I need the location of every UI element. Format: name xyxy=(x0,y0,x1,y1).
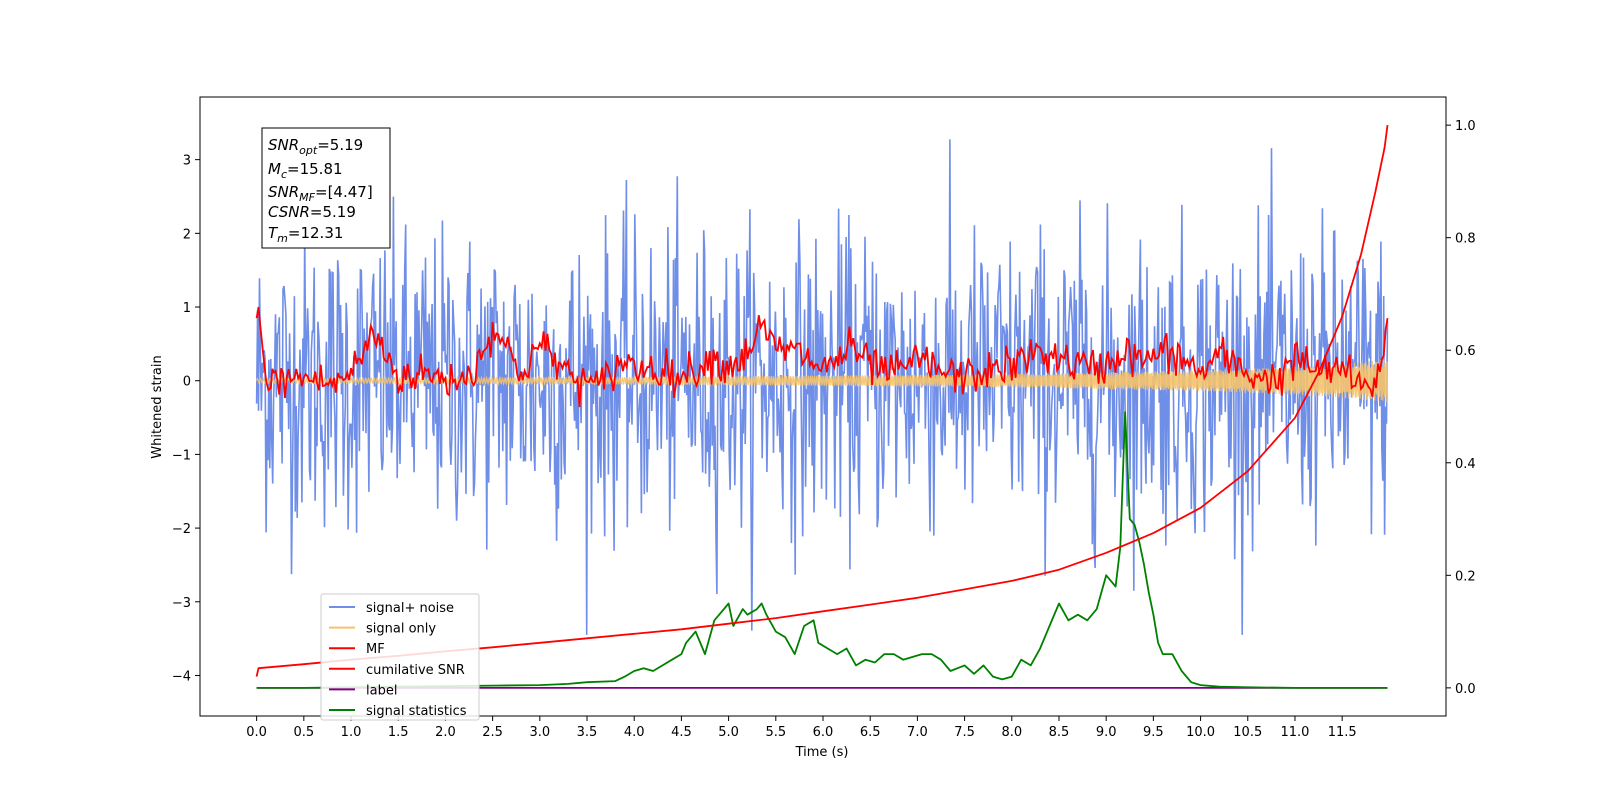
x-tick-label: 7.5 xyxy=(954,725,975,740)
x-tick-label: 0.0 xyxy=(246,725,267,740)
x-tick-label: 6.5 xyxy=(860,725,881,740)
x-tick-label: 10.0 xyxy=(1186,725,1215,740)
y-tick-label: −4 xyxy=(172,669,191,684)
x-tick-label: 10.5 xyxy=(1233,725,1262,740)
x-axis: 0.0 0.5 1.0 1.5 2.0 2.5 3.0 3.5 4.0 4.5 5.0 5.5 6.0 6… xyxy=(246,716,1357,740)
x-tick-label: 5.5 xyxy=(765,725,786,740)
annotation-csnr: CSNR=5.19 xyxy=(268,203,356,221)
annotation-tm: Tm=12.31 xyxy=(268,224,343,245)
legend-label: signal statistics xyxy=(366,704,467,719)
y2-tick-label: 1.0 xyxy=(1455,119,1476,134)
x-tick-label: 9.0 xyxy=(1096,725,1117,740)
x-tick-label: 1.5 xyxy=(388,725,409,740)
x-tick-label: 2.5 xyxy=(482,725,503,740)
x-tick-label: 7.0 xyxy=(907,725,928,740)
x-tick-label: 1.0 xyxy=(341,725,362,740)
x-tick-label: 11.0 xyxy=(1280,725,1309,740)
series-signal-statistics xyxy=(256,411,1388,689)
x-tick-label: 9.5 xyxy=(1143,725,1164,740)
y-tick-label: 1 xyxy=(183,301,191,316)
x-tick-label: 5.0 xyxy=(718,725,739,740)
legend-frame xyxy=(320,593,480,721)
x-tick-label: 8.0 xyxy=(1001,725,1022,740)
x-axis-label: Time (s) xyxy=(795,745,849,760)
legend: signal+ noise signal only MF cumilative SNR… xyxy=(320,593,480,721)
y-tick-label: 0 xyxy=(183,375,191,390)
y-tick-label: 2 xyxy=(183,227,191,242)
x-tick-label: 2.0 xyxy=(435,725,456,740)
annotation-snr-mf: SNRMF=[4.47] xyxy=(268,183,373,204)
x-tick-label: 11.5 xyxy=(1328,725,1357,740)
y2-tick-label: 0.4 xyxy=(1455,457,1476,472)
x-tick-label: 0.5 xyxy=(293,725,314,740)
y2-tick-label: 0.2 xyxy=(1455,569,1476,584)
y-tick-label: −3 xyxy=(172,596,191,611)
y2-tick-label: 0.8 xyxy=(1455,232,1476,247)
y2-tick-label: 0.6 xyxy=(1455,344,1476,359)
annotation-snr-opt: SNRopt=5.19 xyxy=(268,136,363,157)
x-tick-label: 6.0 xyxy=(813,725,834,740)
y-axis-label: Whitened strain xyxy=(150,355,165,458)
x-tick-label: 3.5 xyxy=(577,725,598,740)
legend-label: label xyxy=(366,683,397,698)
y-axis-right: 0.0 0.2 0.4 0.6 0.8 1.0 xyxy=(1446,119,1476,697)
y-tick-label: −2 xyxy=(172,522,191,537)
legend-label: signal only xyxy=(366,622,436,637)
x-tick-label: 4.0 xyxy=(624,725,645,740)
y-tick-label: −1 xyxy=(172,448,191,463)
y2-tick-label: 0.0 xyxy=(1455,682,1476,697)
legend-label: MF xyxy=(366,642,385,657)
series-signal-noise xyxy=(255,139,1389,635)
series-mf xyxy=(255,306,1389,408)
legend-label: cumilative SNR xyxy=(366,663,465,678)
legend-label: signal+ noise xyxy=(366,601,454,616)
annotation-mc: Mc=15.81 xyxy=(268,160,343,181)
annotation-box: SNRopt=5.19 Mc=15.81 SNRMF=[4.47] CSNR=5… xyxy=(261,127,391,249)
y-axis-left: −4 −3 −2 −1 0 1 2 3 xyxy=(172,154,200,684)
x-tick-label: 4.5 xyxy=(671,725,692,740)
x-tick-label: 8.5 xyxy=(1049,725,1070,740)
y-tick-label: 3 xyxy=(183,154,191,169)
x-tick-label: 3.0 xyxy=(529,725,550,740)
